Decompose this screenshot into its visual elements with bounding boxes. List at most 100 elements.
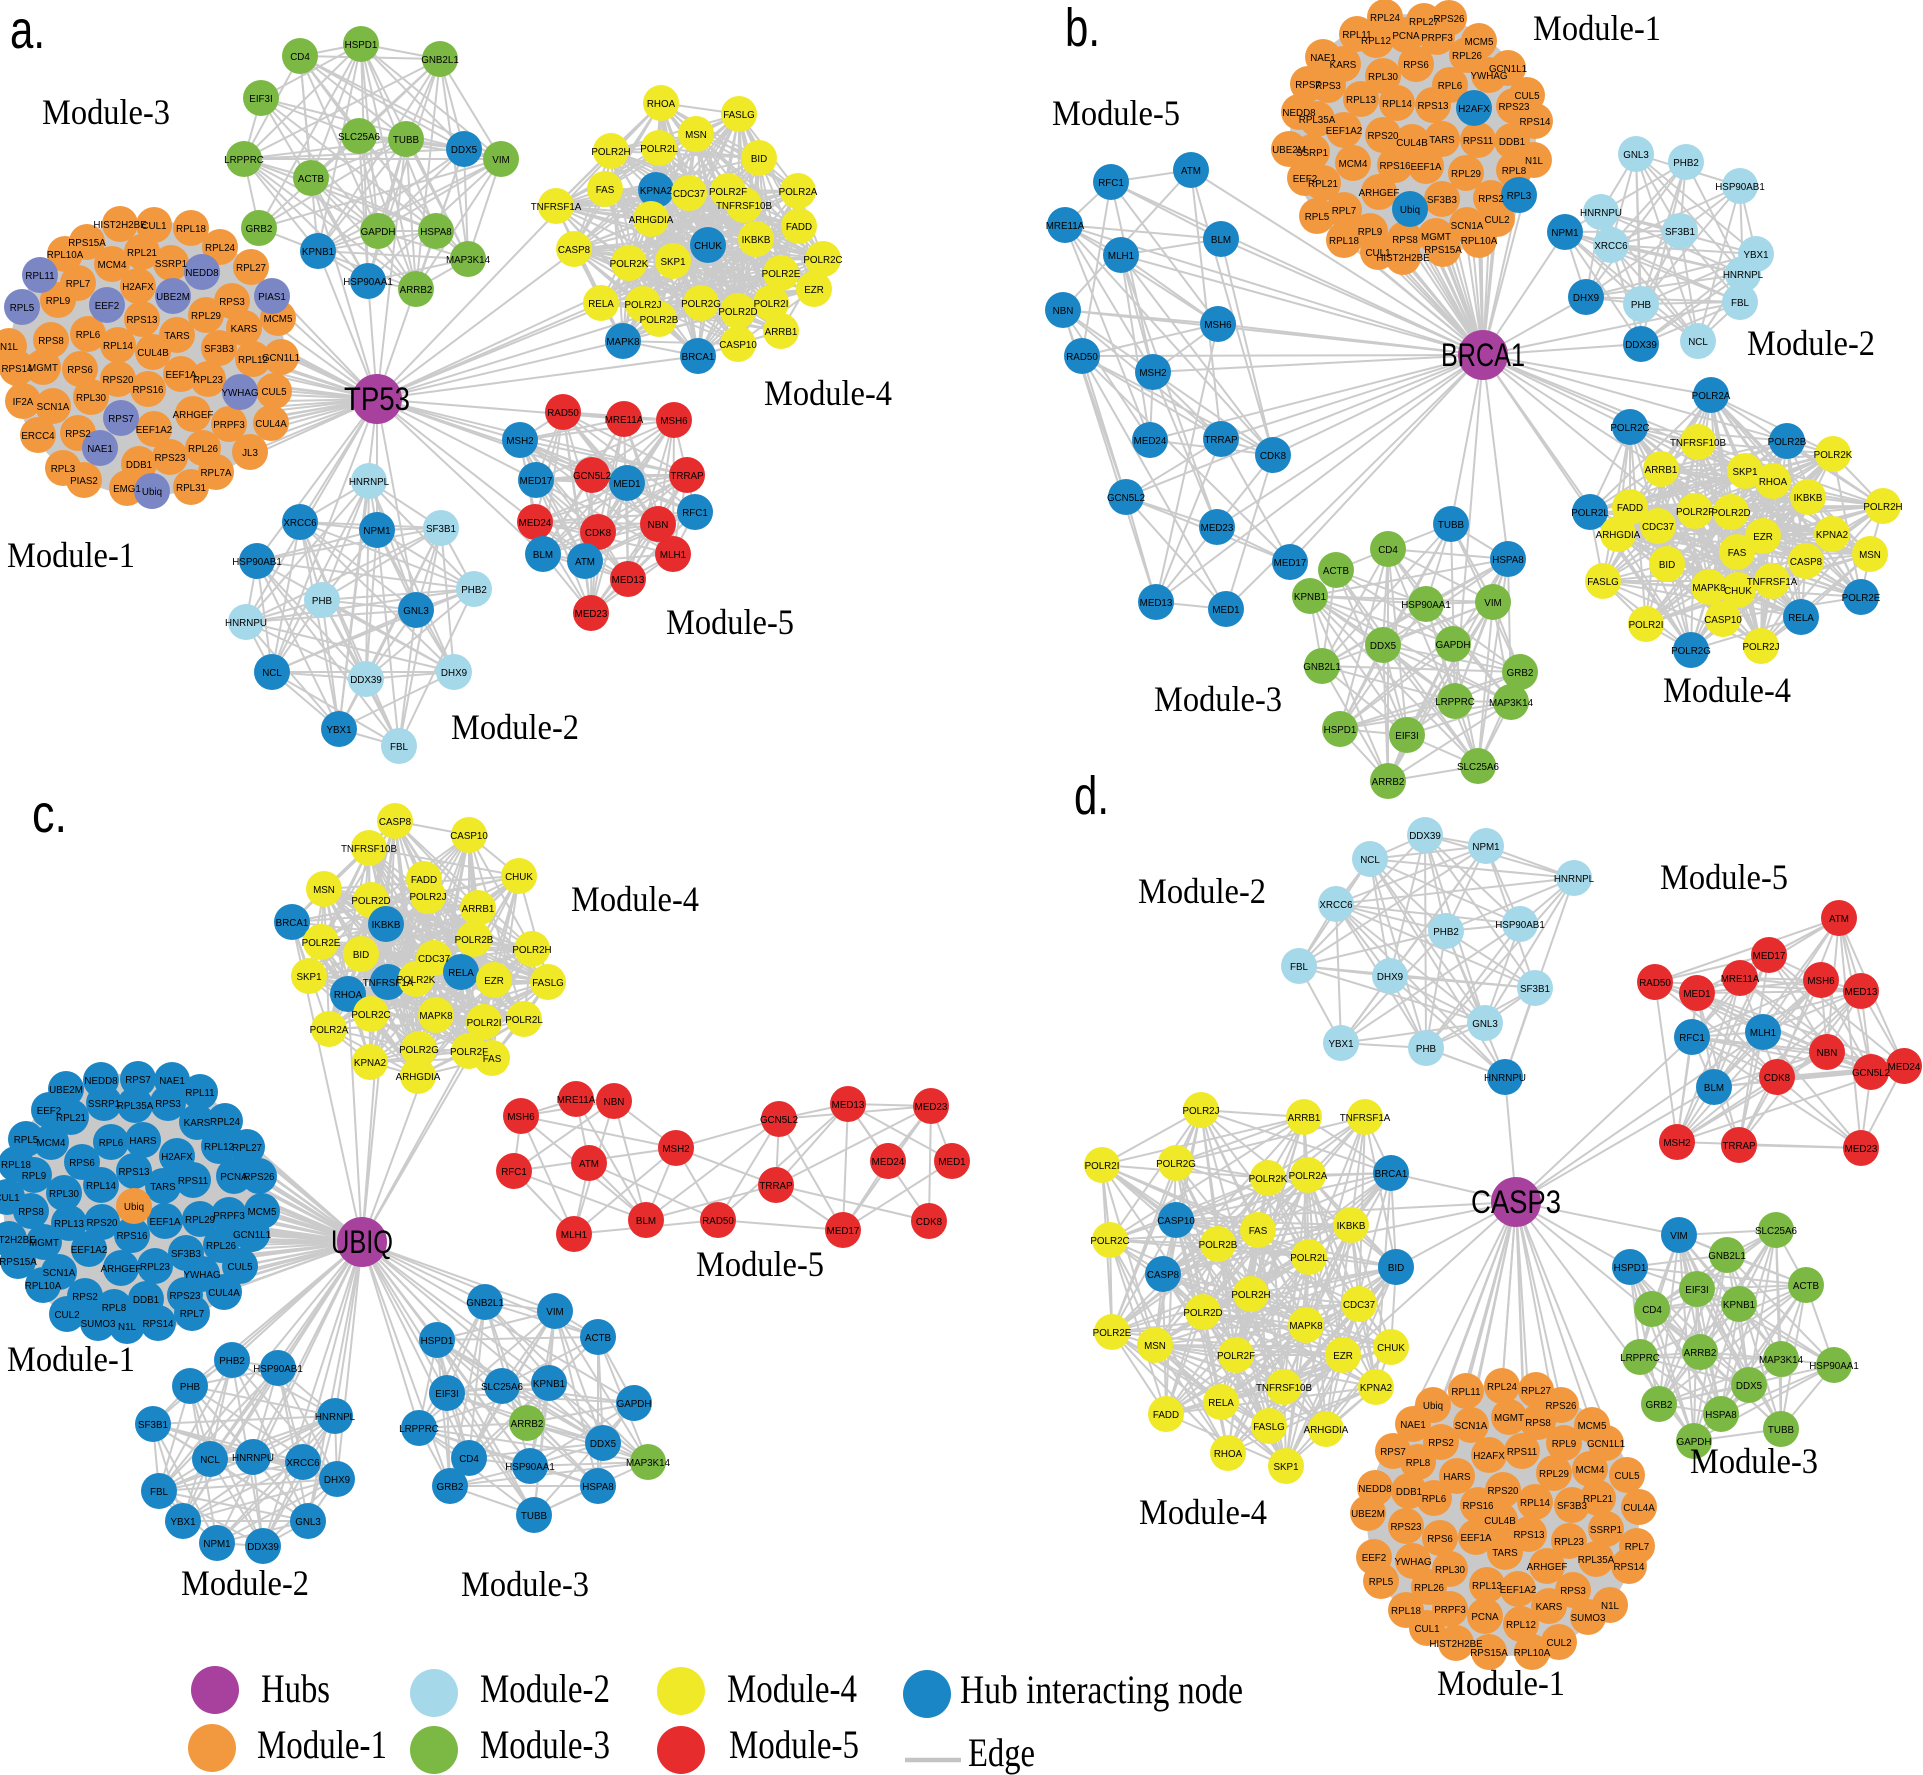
svg-text:HNRNPL: HNRNPL [315,1412,356,1423]
svg-text:POLR2L: POLR2L [640,144,678,155]
svg-text:CUL4B: CUL4B [1484,1516,1516,1527]
svg-text:MRE11A: MRE11A [1721,974,1760,985]
svg-text:MGMT: MGMT [1421,232,1451,243]
svg-text:MSN: MSN [1859,550,1881,561]
svg-text:GNB2L1: GNB2L1 [466,1298,504,1309]
svg-text:MED17: MED17 [827,1226,860,1237]
svg-text:RPL9: RPL9 [46,296,71,307]
svg-text:VIM: VIM [492,155,509,166]
svg-text:CUL4B: CUL4B [137,348,169,359]
svg-text:TNFRSF10B: TNFRSF10B [1256,1383,1313,1394]
svg-text:SLC25A6: SLC25A6 [481,1382,523,1393]
svg-text:HNRNPU: HNRNPU [232,1453,274,1464]
svg-text:KARS: KARS [184,1118,211,1129]
svg-text:FASLG: FASLG [1253,1422,1285,1433]
svg-text:Module-4: Module-4 [571,879,699,919]
svg-text:ATM: ATM [1181,166,1201,177]
svg-text:CUL2: CUL2 [1546,1638,1571,1649]
svg-text:RPL35A: RPL35A [1578,1555,1615,1566]
svg-text:RPL14: RPL14 [86,1181,117,1192]
svg-text:RPL6: RPL6 [99,1138,124,1149]
svg-text:GNB2L1: GNB2L1 [421,55,459,66]
svg-text:RPL7: RPL7 [1625,1542,1650,1553]
svg-text:HARS: HARS [1443,1472,1471,1483]
svg-text:NAE1: NAE1 [1310,53,1336,64]
svg-text:RPL11: RPL11 [185,1088,214,1099]
svg-text:MGMT: MGMT [1494,1413,1524,1424]
svg-text:Module-2: Module-2 [451,707,579,747]
svg-text:RPL30: RPL30 [1435,1565,1466,1576]
svg-text:TUBB: TUBB [1768,1425,1795,1436]
svg-text:CD4: CD4 [290,52,310,63]
svg-text:RELA: RELA [1788,613,1814,624]
svg-text:SKP1: SKP1 [1273,1462,1298,1473]
svg-text:DDB1: DDB1 [1499,137,1525,148]
svg-text:MSH2: MSH2 [1139,368,1166,379]
svg-text:SF3B3: SF3B3 [1557,1501,1588,1512]
svg-text:SKP1: SKP1 [296,972,321,983]
svg-text:RPL13: RPL13 [54,1219,85,1230]
svg-text:RFC1: RFC1 [1679,1033,1705,1044]
svg-text:RPS13: RPS13 [126,315,158,326]
svg-text:TARS: TARS [1429,135,1455,146]
svg-text:ACTB: ACTB [1793,1281,1820,1292]
svg-text:NCL: NCL [262,668,282,679]
svg-text:RHOA: RHOA [334,990,363,1001]
svg-text:MCM4: MCM4 [1576,1465,1605,1476]
svg-text:IF2A: IF2A [13,397,34,408]
svg-text:POLR2K: POLR2K [1814,450,1853,461]
svg-text:RPL5: RPL5 [1369,1577,1394,1588]
svg-text:RPL5: RPL5 [1305,212,1330,223]
svg-text:POLR2G: POLR2G [681,299,721,310]
svg-text:MAPK8: MAPK8 [606,337,640,348]
svg-text:RPS15A: RPS15A [1470,1648,1508,1659]
svg-text:GNB2L1: GNB2L1 [1708,1251,1746,1262]
svg-text:RPL10A: RPL10A [1461,236,1498,247]
svg-text:HSPD1: HSPD1 [345,40,378,51]
svg-text:POLR2I: POLR2I [1085,1161,1120,1172]
svg-text:GRB2: GRB2 [1646,1400,1673,1411]
svg-text:RAD50: RAD50 [702,1216,734,1227]
svg-text:GRB2: GRB2 [1507,668,1534,679]
svg-text:c.: c. [32,784,67,844]
svg-text:RPL14: RPL14 [103,341,134,352]
svg-text:RAD50: RAD50 [1066,352,1098,363]
svg-text:GAPDH: GAPDH [1436,640,1471,651]
svg-text:CASP10: CASP10 [1157,1216,1195,1227]
svg-text:PRPF3: PRPF3 [1421,33,1453,44]
svg-text:RPL24: RPL24 [1370,13,1401,24]
svg-text:VIM: VIM [1670,1231,1687,1242]
svg-text:CUL5: CUL5 [1514,91,1540,102]
svg-text:GCN5L2: GCN5L2 [1852,1068,1890,1079]
svg-text:NBN: NBN [648,520,669,531]
svg-text:POLR2E: POLR2E [302,938,341,949]
svg-text:a.: a. [10,0,45,60]
svg-text:UBE2M: UBE2M [1351,1509,1385,1520]
svg-text:RPS6: RPS6 [69,1158,95,1169]
svg-text:PHB2: PHB2 [1673,158,1699,169]
svg-text:ATM: ATM [575,557,595,568]
svg-text:YBX1: YBX1 [1743,250,1768,261]
svg-text:MCM4: MCM4 [37,1138,66,1149]
svg-text:ERCC4: ERCC4 [21,431,55,442]
svg-text:SLC25A6: SLC25A6 [1457,762,1499,773]
svg-text:RPS20: RPS20 [102,375,134,386]
svg-text:POLR2G: POLR2G [1156,1159,1196,1170]
svg-text:ARHGDIA: ARHGDIA [629,215,674,226]
svg-text:TUBB: TUBB [521,1511,548,1522]
svg-text:TRRAP: TRRAP [1722,1141,1756,1152]
svg-text:HSP90AB1: HSP90AB1 [1715,182,1765,193]
svg-text:MAP3K14: MAP3K14 [1759,1355,1804,1366]
svg-text:CUL2: CUL2 [54,1310,79,1321]
svg-text:TRRAP: TRRAP [670,471,704,482]
svg-text:DDX5: DDX5 [590,1439,617,1450]
svg-text:RPL10A: RPL10A [25,1281,62,1292]
svg-text:RPS15A: RPS15A [0,1257,37,1268]
svg-text:TRRAP: TRRAP [759,1181,793,1192]
svg-text:POLR2E: POLR2E [1093,1328,1132,1339]
svg-text:GNB2L1: GNB2L1 [1303,662,1341,673]
svg-text:MAP3K14: MAP3K14 [626,1458,671,1469]
svg-text:BLM: BLM [636,1216,656,1227]
svg-text:RPL13: RPL13 [1472,1581,1503,1592]
svg-text:CASP3: CASP3 [1471,1184,1561,1220]
